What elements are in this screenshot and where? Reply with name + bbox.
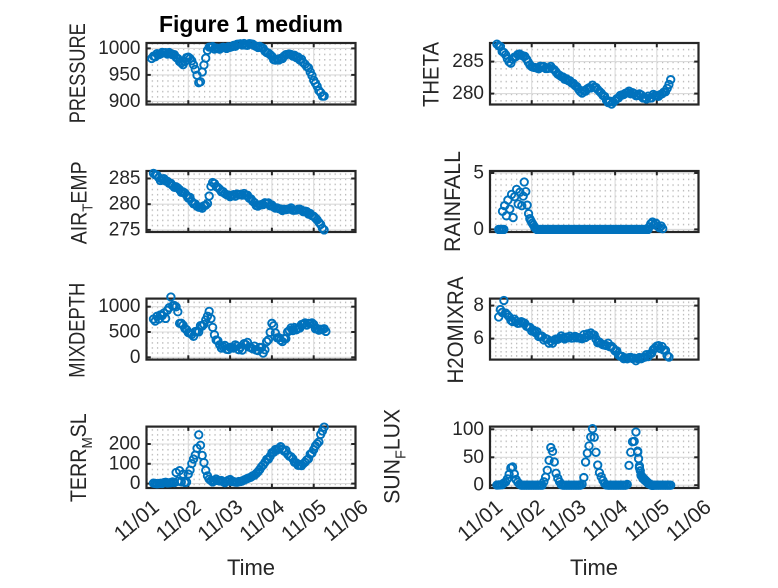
svg-text:Time: Time	[570, 555, 618, 580]
svg-text:275: 275	[109, 219, 141, 240]
svg-text:1000: 1000	[98, 38, 140, 59]
svg-text:0: 0	[473, 475, 484, 496]
svg-text:H2OMIXRA: H2OMIXRA	[443, 276, 468, 383]
svg-text:6: 6	[473, 328, 484, 349]
svg-text:THETA: THETA	[419, 42, 444, 107]
svg-text:8: 8	[473, 295, 484, 316]
svg-text:0: 0	[130, 473, 141, 494]
svg-text:AIRT​EMP: AIRT​EMP	[67, 161, 97, 244]
svg-text:100: 100	[109, 453, 141, 474]
svg-text:950: 950	[109, 64, 141, 85]
svg-text:280: 280	[452, 83, 484, 104]
svg-text:1000: 1000	[98, 296, 140, 317]
svg-text:285: 285	[452, 51, 484, 72]
svg-text:TERRM​SL: TERRM​SL	[66, 413, 96, 502]
svg-text:900: 900	[109, 91, 141, 112]
svg-text:500: 500	[109, 322, 141, 343]
svg-text:5: 5	[473, 163, 484, 184]
svg-text:0: 0	[130, 347, 141, 368]
svg-text:MIXDEPTH: MIXDEPTH	[64, 283, 89, 378]
svg-text:PRESSURE: PRESSURE	[65, 23, 90, 123]
svg-text:SUNF​LUX: SUNF​LUX	[380, 409, 410, 504]
svg-text:50: 50	[463, 447, 484, 468]
svg-text:0: 0	[473, 219, 484, 240]
svg-text:280: 280	[109, 194, 141, 215]
svg-text:285: 285	[109, 168, 141, 189]
svg-text:Figure 1 medium: Figure 1 medium	[159, 11, 343, 37]
svg-text:100: 100	[452, 419, 484, 440]
svg-text:RAINFALL: RAINFALL	[440, 151, 465, 252]
svg-text:200: 200	[109, 434, 141, 455]
svg-text:Time: Time	[227, 555, 275, 580]
